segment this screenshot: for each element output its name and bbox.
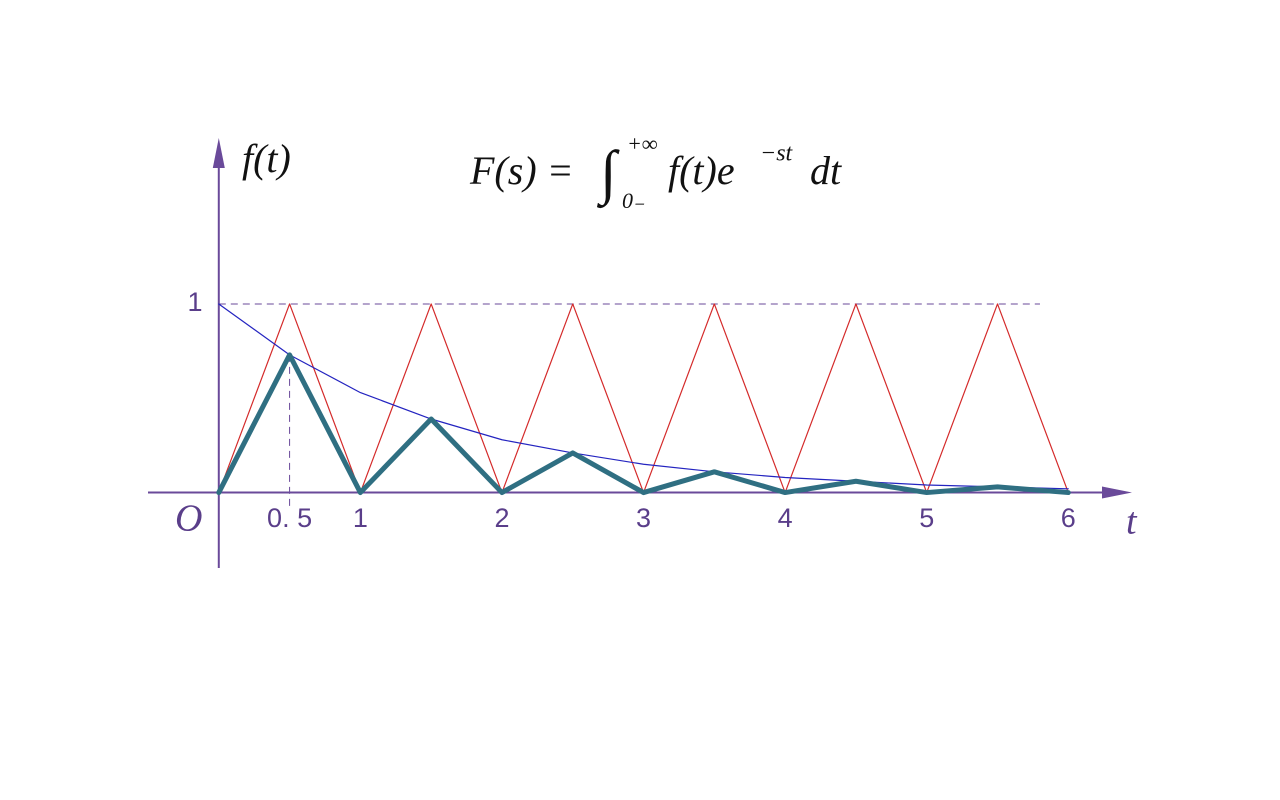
y-axis-label: f(t) (242, 136, 291, 181)
y-axis-arrow (212, 138, 225, 168)
formula-exponent: −st (760, 141, 794, 167)
x-tick-label: 5 (919, 503, 934, 533)
x-tick-label: 0. 5 (267, 503, 312, 533)
formula-integral: ∫ (597, 139, 620, 209)
x-tick-label: 2 (494, 503, 509, 533)
formula-tail: dt (810, 148, 842, 193)
x-tick-label: 4 (778, 503, 793, 533)
y-tick-label: 1 (187, 287, 202, 317)
x-axis-label: t (1126, 501, 1138, 543)
formula-lower: 0₋ (622, 188, 645, 213)
x-tick-label: 6 (1061, 503, 1076, 533)
x-tick-label: 1 (353, 503, 368, 533)
formula-lhs: F(s) = (469, 148, 574, 193)
x-axis-arrow (1102, 486, 1132, 499)
x-tick-label: 3 (636, 503, 651, 533)
series-line (216, 352, 1071, 496)
series-line (218, 303, 1069, 490)
origin-label: O (175, 498, 202, 540)
formula-upper: +∞ (627, 131, 658, 156)
formula-body: f(t)e (668, 148, 735, 193)
